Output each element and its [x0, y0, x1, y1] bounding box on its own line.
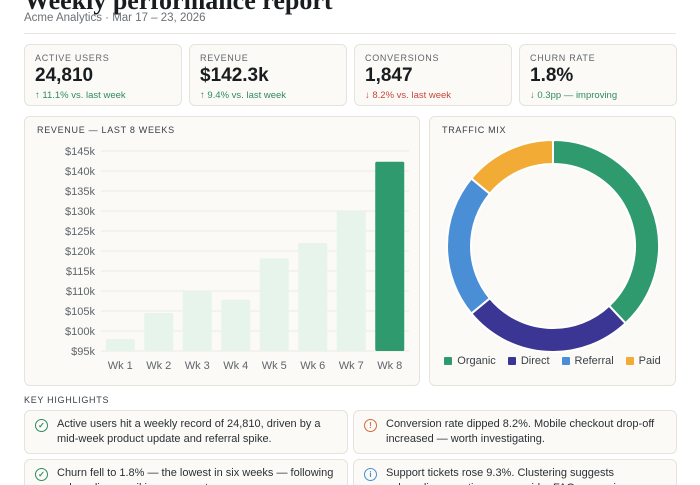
legend-label: Paid: [638, 355, 661, 367]
legend-item-organic: Organic: [444, 355, 496, 367]
highlight-card: i Support tickets rose 9.3%. Clustering …: [353, 459, 677, 485]
highlight-card: ✓ Churn fell to 1.8% — the lowest in six…: [24, 459, 348, 485]
revenue-bar: [221, 299, 251, 351]
x-tick-label: Wk 7: [339, 360, 364, 372]
y-tick-label: $145k: [65, 146, 95, 158]
kpi-card-active-users: ACTIVE USERS 24,810 ↑ 11.1% vs. last wee…: [24, 44, 182, 106]
y-tick-label: $120k: [65, 246, 95, 258]
y-tick-label: $125k: [65, 226, 95, 238]
kpi-label: ACTIVE USERS: [35, 53, 110, 63]
y-tick-label: $105k: [65, 306, 95, 318]
legend-swatch: [625, 357, 634, 365]
donut-slice-organic: [552, 138, 660, 325]
x-tick-label: Wk 3: [185, 360, 210, 372]
header-divider: [24, 33, 676, 34]
x-tick-label: Wk 8: [377, 360, 402, 372]
legend-swatch: [561, 357, 570, 365]
kpi-delta: ↓ 0.3pp — improving: [530, 90, 618, 101]
revenue-bar-chart: $95k $100k $105k $110k $115k $120k $125k $130k $…: [65, 146, 409, 372]
y-tick-label: $100k: [65, 326, 95, 338]
x-tick-label: Wk 5: [262, 360, 287, 372]
kpi-value: $142.3k: [200, 65, 269, 86]
legend-label: Direct: [520, 355, 550, 367]
x-tick-label: Wk 4: [223, 360, 248, 372]
y-tick-label: $130k: [65, 206, 95, 218]
info-circle-icon: i: [364, 468, 377, 481]
legend-swatch: [444, 357, 453, 365]
report-title: Weekly performance report: [24, 0, 333, 15]
highlight-text: Active users hit a weekly record of 24,8…: [57, 418, 321, 445]
kpi-label: CONVERSIONS: [365, 53, 440, 63]
legend-label: Organic: [457, 355, 496, 367]
y-tick-label: $110k: [66, 286, 96, 298]
donut-slice-referral: [446, 177, 492, 315]
revenue-bar: [259, 258, 289, 351]
legend-item-paid: Paid: [625, 355, 661, 367]
y-tick-label: $115k: [66, 266, 96, 278]
check-circle-icon: ✓: [35, 468, 48, 481]
highlight-text: Support tickets rose 9.3%. Clustering su…: [386, 467, 631, 485]
x-tick-label: Wk 1: [108, 360, 133, 372]
revenue-bar: [105, 339, 135, 351]
kpi-value: 1,847: [365, 65, 413, 86]
kpi-delta: ↑ 9.4% vs. last week: [200, 90, 287, 101]
kpi-delta: ↑ 11.1% vs. last week: [35, 90, 126, 101]
revenue-bar: [144, 313, 174, 351]
report-subtitle: Acme Analytics · Mar 17 – 23, 2026: [24, 12, 206, 24]
kpi-value: 24,810: [35, 65, 94, 86]
y-tick-label: $135k: [65, 186, 95, 198]
y-tick-label: $140k: [65, 166, 95, 178]
legend-label: Referral: [574, 355, 614, 367]
traffic-donut-chart: [446, 138, 660, 353]
x-tick-label: Wk 2: [146, 360, 171, 372]
check-circle-icon: ✓: [35, 419, 48, 432]
traffic-legend: Organic Direct Referral Paid: [430, 355, 675, 367]
kpi-label: CHURN RATE: [530, 53, 596, 63]
highlight-text: Conversion rate dipped 8.2%. Mobile chec…: [386, 418, 655, 445]
kpi-value: 1.8%: [530, 65, 574, 86]
kpi-delta: ↓ 8.2% vs. last week: [365, 90, 452, 101]
key-highlights-title: KEY HIGHLIGHTS: [24, 395, 110, 405]
legend-item-direct: Direct: [507, 355, 550, 367]
traffic-mix-title: TRAFFIC MIX: [442, 125, 507, 135]
revenue-chart-panel: REVENUE — LAST 8 WEEKS $95k $100k $105k $11…: [24, 116, 420, 386]
kpi-label: REVENUE: [200, 53, 249, 63]
highlight-card: ✓ Active users hit a weekly record of 24…: [24, 410, 348, 454]
revenue-bar: [298, 243, 328, 351]
legend-item-referral: Referral: [561, 355, 614, 367]
revenue-chart-title: REVENUE — LAST 8 WEEKS: [37, 125, 175, 135]
highlight-card: ! Conversion rate dipped 8.2%. Mobile ch…: [353, 410, 677, 454]
legend-swatch: [507, 357, 516, 365]
revenue-bar: [336, 211, 366, 351]
donut-slice-direct: [469, 296, 627, 353]
highlight-text: Churn fell to 1.8% — the lowest in six w…: [57, 467, 334, 485]
x-tick-label: Wk 6: [300, 360, 325, 372]
kpi-card-revenue: REVENUE $142.3k ↑ 9.4% vs. last week: [189, 44, 347, 106]
kpi-card-churn-rate: CHURN RATE 1.8% ↓ 0.3pp — improving: [519, 44, 677, 106]
revenue-bar: [182, 291, 212, 351]
y-tick-label: $95k: [71, 346, 95, 358]
revenue-bar: [375, 161, 405, 351]
warning-circle-icon: !: [364, 419, 377, 432]
donut-slice-paid: [469, 138, 554, 196]
kpi-card-conversions: CONVERSIONS 1,847 ↓ 8.2% vs. last week: [354, 44, 512, 106]
traffic-mix-panel: TRAFFIC MIX Organic Direct Referral Paid: [429, 116, 676, 386]
